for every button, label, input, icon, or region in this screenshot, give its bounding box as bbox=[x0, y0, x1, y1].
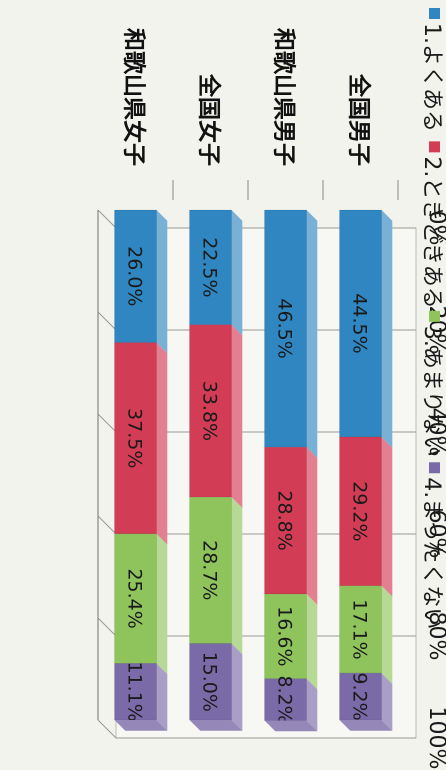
bar-segment bbox=[114, 533, 157, 664]
category-label: 和歌山県男子 bbox=[271, 28, 298, 166]
bar-end-cap bbox=[339, 720, 393, 731]
bar-segment-top bbox=[381, 673, 393, 731]
legend-swatch bbox=[429, 8, 440, 19]
gridline-floor bbox=[97, 515, 117, 535]
bar-segment-top bbox=[231, 497, 243, 655]
tick-label: 40% bbox=[424, 408, 446, 457]
axis-tick-labels: 0%20%40%60%80%100% bbox=[424, 211, 446, 770]
data-label: 22.5% bbox=[199, 237, 221, 297]
data-label: 11.1% bbox=[124, 662, 146, 722]
chart-rotated-group: 44.5% 29.2% 17.1% 9.2% 46.5% 28.8% 16.6% 8.2% 22… bbox=[97, 8, 446, 770]
bar-segment-top bbox=[156, 663, 168, 731]
data-label: 37.5% bbox=[124, 408, 146, 468]
bar-end-cap bbox=[189, 720, 243, 731]
data-label: 8.2% bbox=[274, 675, 296, 723]
data-label: 28.8% bbox=[274, 490, 296, 550]
legend-label: 1.よくある bbox=[419, 23, 444, 132]
category-label: 全国男子 bbox=[346, 73, 373, 166]
bar-end-cap bbox=[114, 720, 168, 731]
bar-segment-top bbox=[156, 533, 168, 675]
bar-segment-top bbox=[381, 436, 393, 597]
bar-segment-top bbox=[231, 643, 243, 731]
tick-label: 80% bbox=[424, 612, 446, 661]
legend-swatch bbox=[429, 141, 440, 153]
bar-segment-top bbox=[306, 447, 318, 605]
gridline-floor bbox=[97, 413, 117, 433]
data-label: 28.7% bbox=[199, 540, 221, 600]
legend: 1.よくある 2.ときどきある 3.あまりない 4.まったくない bbox=[419, 8, 444, 629]
category-labels: 全国男子 和歌山県男子 全国女子 和歌山県女子 bbox=[121, 28, 399, 200]
legend-swatch bbox=[429, 310, 440, 322]
legend-label: 3.あまりない bbox=[419, 326, 444, 457]
data-label: 44.5% bbox=[349, 293, 371, 353]
data-label: 46.5% bbox=[274, 298, 296, 358]
data-label: 9.2% bbox=[349, 672, 371, 720]
tick-label: 0% bbox=[424, 211, 446, 246]
tick-label: 60% bbox=[424, 510, 446, 559]
tick-label: 100% bbox=[424, 707, 446, 770]
gridline-floor bbox=[97, 209, 117, 229]
category-label: 全国女子 bbox=[196, 73, 223, 166]
bar-segment-top bbox=[231, 324, 243, 508]
gridline-floor bbox=[97, 719, 117, 739]
category-label: 和歌山県女子 bbox=[121, 28, 148, 166]
data-label: 25.4% bbox=[124, 568, 146, 628]
gridline-floor bbox=[97, 617, 117, 637]
data-label: 26.0% bbox=[124, 246, 146, 306]
legend-swatch bbox=[429, 462, 440, 474]
bar-segment-top bbox=[381, 210, 393, 448]
bar-segment-top bbox=[156, 210, 168, 354]
legend-label: 2.ときどきある bbox=[419, 156, 444, 308]
bar-segment-top bbox=[306, 210, 318, 458]
legend-label: 4.まったくない bbox=[419, 477, 444, 629]
bars: 44.5% 29.2% 17.1% 9.2% 46.5% 28.8% 16.6% 8.2% 22… bbox=[114, 209, 393, 732]
gridline-floor bbox=[97, 311, 117, 331]
bar-segment-top bbox=[231, 210, 243, 336]
data-label: 17.1% bbox=[349, 599, 371, 659]
bar-end-cap bbox=[264, 720, 318, 732]
bar-segment-top bbox=[306, 678, 318, 732]
bar-segment-top bbox=[381, 585, 393, 684]
bar-segment-top bbox=[156, 342, 168, 545]
data-label: 33.8% bbox=[199, 381, 221, 441]
bar-segment-top bbox=[306, 594, 318, 690]
data-label: 16.6% bbox=[274, 606, 296, 666]
data-label: 29.2% bbox=[349, 481, 371, 541]
data-label: 15.0% bbox=[199, 652, 221, 712]
